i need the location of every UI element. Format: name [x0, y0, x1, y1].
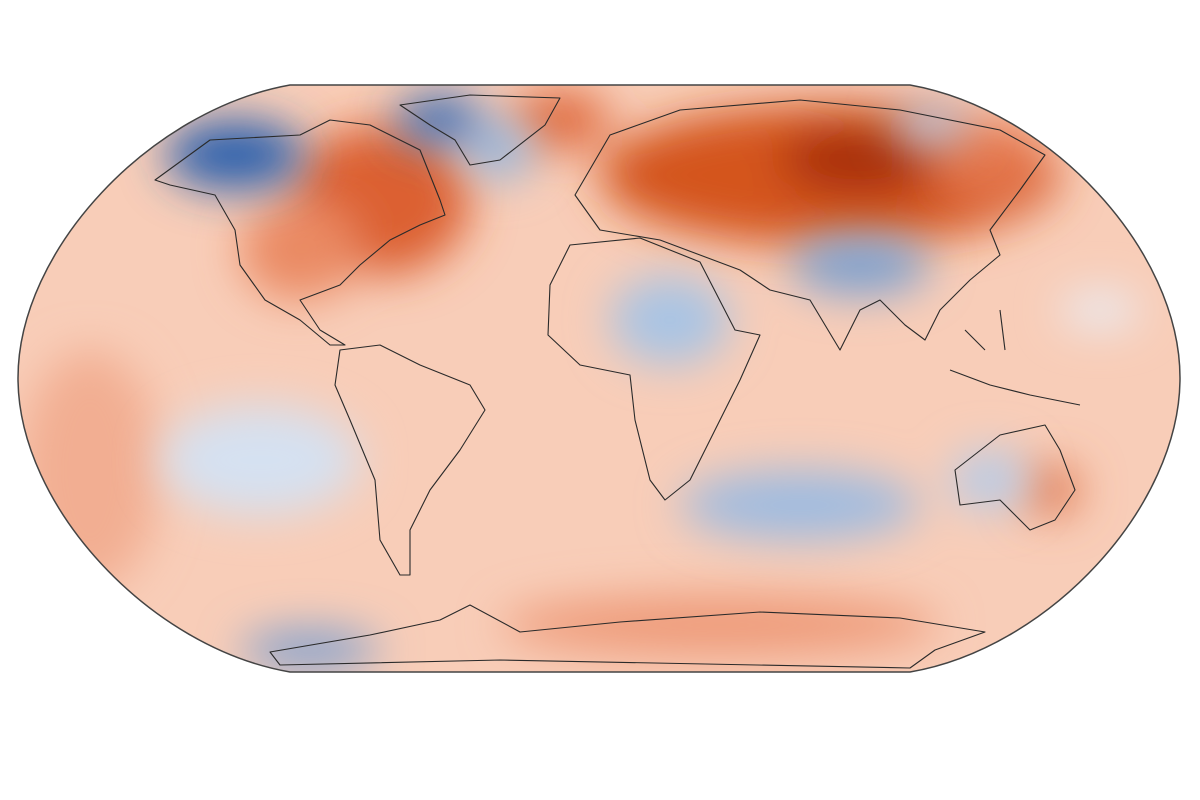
- coastlines: [154, 94, 1081, 669]
- southeast-asia-islands: [949, 309, 1081, 406]
- greenland: [399, 94, 561, 166]
- north-america: [154, 119, 446, 346]
- antarctica: [269, 604, 986, 669]
- cool-anomalies: [160, 95, 1140, 670]
- anomaly-field: [18, 85, 1180, 672]
- south-america: [334, 344, 486, 576]
- australia: [954, 424, 1076, 531]
- map-outline: [17, 84, 1181, 673]
- eurasia: [574, 99, 1046, 351]
- africa: [547, 237, 761, 501]
